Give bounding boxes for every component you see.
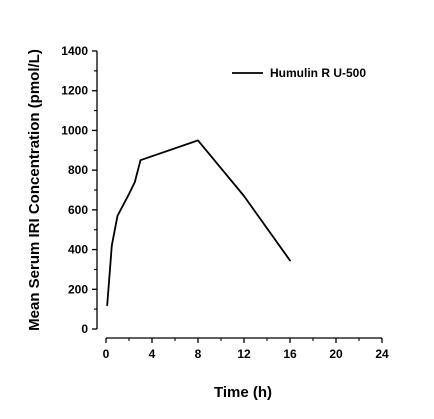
legend: Humulin R U-500: [232, 66, 366, 80]
x-tick-label: 8: [195, 347, 202, 361]
y-tick-label: 200: [68, 282, 88, 296]
y-tick-label: 600: [68, 203, 88, 217]
x-tick-label: 16: [283, 347, 297, 361]
x-tick-label: 4: [149, 347, 156, 361]
x-axis: 0 4 8 12 16 20 24: [103, 337, 389, 361]
y-axis-title: Mean Serum IRI Concentration (pmol/L): [26, 49, 43, 331]
series-line: [106, 139, 291, 307]
y-tick-label: 800: [68, 163, 88, 177]
x-axis-title: Time (h): [214, 384, 272, 401]
y-tick-label: 400: [68, 243, 88, 257]
legend-label: Humulin R U-500: [270, 66, 366, 80]
y-tick-label: 1200: [61, 84, 88, 98]
y-tick-label: 1000: [61, 123, 88, 137]
x-tick-label: 12: [237, 347, 251, 361]
y-tick-label: 1400: [61, 44, 88, 58]
x-tick-label: 20: [329, 347, 343, 361]
x-tick-label: 24: [375, 347, 389, 361]
y-axis: 0 200 400 600 800 1000 1200 1400: [61, 44, 98, 336]
y-tick-label: 0: [81, 322, 88, 336]
x-tick-label: 0: [103, 347, 110, 361]
plot-area: [106, 139, 291, 307]
